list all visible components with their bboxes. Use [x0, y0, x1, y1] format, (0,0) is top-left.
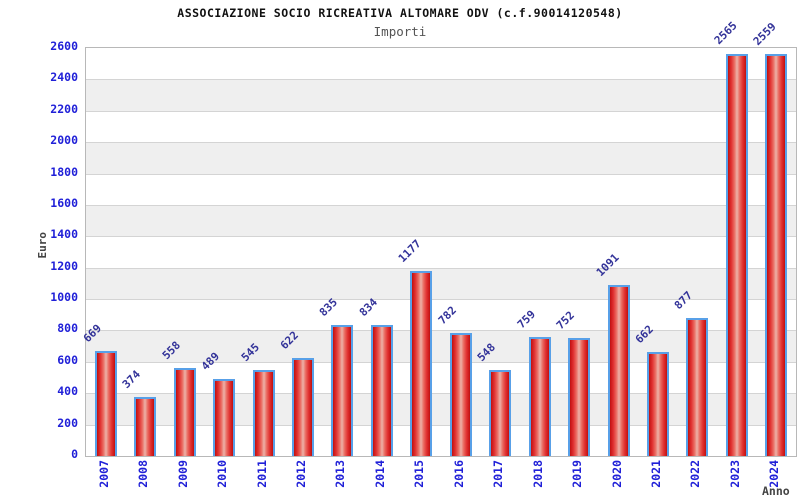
- bar-2024: [765, 54, 788, 456]
- gridline: [86, 424, 796, 426]
- y-tick-label: 0: [71, 447, 78, 461]
- y-tick-label: 800: [57, 321, 78, 336]
- y-tick-label: 2200: [50, 101, 78, 116]
- bar-2022: [686, 318, 709, 456]
- chart-title: ASSOCIAZIONE SOCIO RICREATIVA ALTOMARE O…: [177, 6, 623, 20]
- x-axis-title: Anno: [762, 484, 790, 498]
- y-tick-label: 2400: [50, 70, 78, 85]
- background-band: [86, 204, 796, 237]
- x-tick-label: 2017: [491, 460, 506, 488]
- gridline: [86, 299, 796, 301]
- x-tick-label: 2007: [96, 460, 111, 488]
- chart-subtitle: Importi: [373, 24, 427, 39]
- y-tick-label: 1600: [50, 195, 78, 210]
- background-band: [86, 79, 796, 111]
- x-tick-label: 2010: [215, 460, 230, 488]
- y-tick-label: 400: [57, 384, 78, 399]
- gridline: [86, 110, 796, 112]
- bar-2017: [489, 370, 512, 456]
- x-tick-label: 2020: [609, 460, 624, 488]
- background-band: [86, 142, 796, 174]
- gridline: [86, 79, 796, 81]
- x-tick-label: 2023: [727, 460, 742, 488]
- plot-area: [85, 47, 797, 457]
- bar-2009: [173, 368, 196, 456]
- gridline: [86, 361, 796, 363]
- x-tick-label: 2013: [333, 460, 348, 488]
- bar-2016: [449, 333, 472, 456]
- y-tick-label: 2600: [50, 39, 78, 53]
- x-tick-label: 2014: [372, 460, 387, 488]
- y-tick-label: 200: [57, 415, 78, 430]
- gridline: [86, 173, 796, 175]
- y-tick-label: 1200: [50, 258, 78, 273]
- x-tick-label: 2022: [688, 460, 703, 488]
- background-band: [86, 393, 796, 425]
- x-tick-label: 2019: [570, 460, 585, 488]
- bar-2012: [291, 358, 314, 456]
- gridline: [86, 267, 796, 269]
- gridline: [86, 393, 796, 395]
- bar-2019: [568, 338, 591, 456]
- bar-2018: [528, 336, 551, 456]
- y-tick-label: 2000: [50, 133, 78, 148]
- y-tick-label: 1800: [50, 164, 78, 179]
- bar-2007: [94, 351, 117, 456]
- bar-2010: [213, 379, 236, 456]
- gridline: [86, 236, 796, 238]
- gridline: [86, 204, 796, 206]
- x-tick-label: 2018: [530, 460, 545, 488]
- bar-2020: [607, 284, 630, 456]
- x-tick-label: 2012: [293, 460, 308, 488]
- bar-2013: [331, 324, 354, 456]
- bar-2021: [646, 352, 669, 456]
- y-axis-title: Euro: [36, 232, 49, 259]
- bar-2008: [134, 397, 157, 456]
- x-tick-label: 2016: [451, 460, 466, 488]
- background-band: [86, 267, 796, 300]
- y-tick-label: 1400: [50, 227, 78, 242]
- x-tick-label: 2011: [254, 460, 269, 488]
- gridline: [86, 142, 796, 144]
- x-tick-label: 2009: [175, 460, 190, 488]
- gridline: [86, 330, 796, 332]
- x-tick-label: 2021: [648, 460, 663, 488]
- bar-2023: [725, 53, 748, 456]
- bar-2015: [410, 271, 433, 456]
- bar-2011: [252, 370, 275, 456]
- background-band: [86, 330, 796, 362]
- x-tick-label: 2008: [136, 460, 151, 488]
- x-tick-label: 2015: [412, 460, 427, 488]
- bar-2014: [370, 325, 393, 456]
- y-tick-label: 600: [57, 352, 78, 367]
- y-tick-label: 1000: [50, 290, 78, 305]
